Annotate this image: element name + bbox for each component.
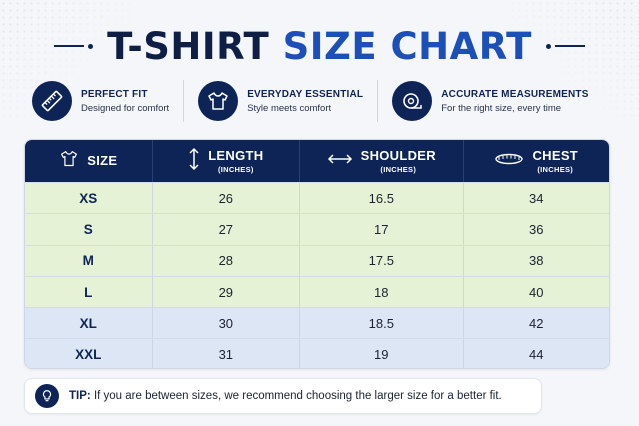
cell-shoulder: 16.5 [300,183,464,214]
feature-accurate-measurements: ACCURATE MEASUREMENTS For the right size… [377,80,602,122]
cell-length: 29 [153,276,301,308]
tip-text: TIP: If you are between sizes, we recomm… [69,390,502,402]
header-chest: CHEST (INCHES) [464,140,610,182]
cell-size: M [25,245,153,276]
lightbulb-icon [35,384,59,408]
feature-subtitle: Designed for comfort [81,102,170,114]
tip-box: TIP: If you are between sizes, we recomm… [24,378,542,414]
header-unit: (INCHES) [380,164,417,174]
cell-length: 28 [153,245,301,276]
cell-size: S [25,214,153,245]
horizontal-arrow-icon [327,152,353,170]
cell-length: 27 [153,214,301,245]
table-row: S 27 17 36 [25,213,609,245]
cell-size: XXL [25,339,153,368]
header-unit: (INCHES) [217,164,254,174]
cell-shoulder: 18 [300,276,464,308]
header-shoulder: SHOULDER (INCHES) [300,140,464,182]
header-label: LENGTH [208,147,264,163]
table-row: XXL 31 19 44 [25,338,609,368]
cell-size: L [25,276,153,308]
title-divider-left [54,43,94,49]
cell-shoulder: 17 [300,214,464,245]
cell-shoulder: 17.5 [300,245,464,276]
cell-size: XL [25,308,153,339]
cell-chest: 34 [529,190,544,206]
cell-chest: 36 [529,221,544,237]
tip-label: TIP: [69,390,91,402]
cell-chest: 40 [529,284,544,300]
tshirt-icon [198,81,239,121]
tip-message: If you are between sizes, we recommend c… [93,390,502,402]
cell-chest: 38 [529,253,544,269]
cell-chest: 44 [529,347,544,363]
header-label: CHEST [532,147,579,163]
table-row: XS 26 16.5 34 [25,182,609,214]
cell-length: 31 [153,339,301,368]
header-label: SIZE [87,153,118,168]
cell-shoulder: 19 [300,339,464,368]
feature-everyday-essential: EVERYDAY ESSENTIAL Style meets comfort [183,80,377,122]
feature-perfect-fit: PERFECT FIT Designed for comfort [32,80,183,122]
size-chart-table: SIZE LENGTH (INCHES) SHOULDER (INCHES) [24,139,610,369]
feature-subtitle: For the right size, every time [441,102,562,114]
decorative-dots-right [509,0,639,120]
feature-title: EVERYDAY ESSENTIAL [247,88,364,100]
table-header: SIZE LENGTH (INCHES) SHOULDER (INCHES) [25,140,609,182]
feature-subtitle: Style meets comfort [247,102,332,114]
cell-shoulder: 18.5 [300,308,464,339]
tshirt-icon [59,150,79,173]
cell-length: 30 [153,308,301,339]
title-divider-right [545,43,585,49]
table-row: L 29 18 40 [25,275,609,308]
header-size: SIZE [25,140,153,182]
cell-chest: 42 [529,315,544,331]
title-part-1: T-SHIRT [107,24,270,68]
title-text: T-SHIRT SIZE CHART [107,25,532,68]
header-label: SHOULDER [360,147,436,163]
header-unit: (INCHES) [537,164,574,174]
cell-size: XS [25,183,153,214]
cell-length: 26 [153,183,301,214]
ruler-icon [32,81,72,121]
table-row: XL 30 18.5 42 [25,307,609,339]
header-length: LENGTH (INCHES) [153,140,301,182]
table-row: M 28 17.5 38 [25,244,609,276]
vertical-arrow-icon [188,147,200,176]
tape-measure-icon [392,81,433,121]
page-title: T-SHIRT SIZE CHART [0,22,639,70]
feature-title: PERFECT FIT [81,88,148,100]
title-part-2: SIZE CHART [282,24,532,68]
tape-measure-icon [494,152,524,171]
feature-title: ACCURATE MEASUREMENTS [441,88,589,100]
feature-strip: PERFECT FIT Designed for comfort EVERYDA… [32,80,608,122]
